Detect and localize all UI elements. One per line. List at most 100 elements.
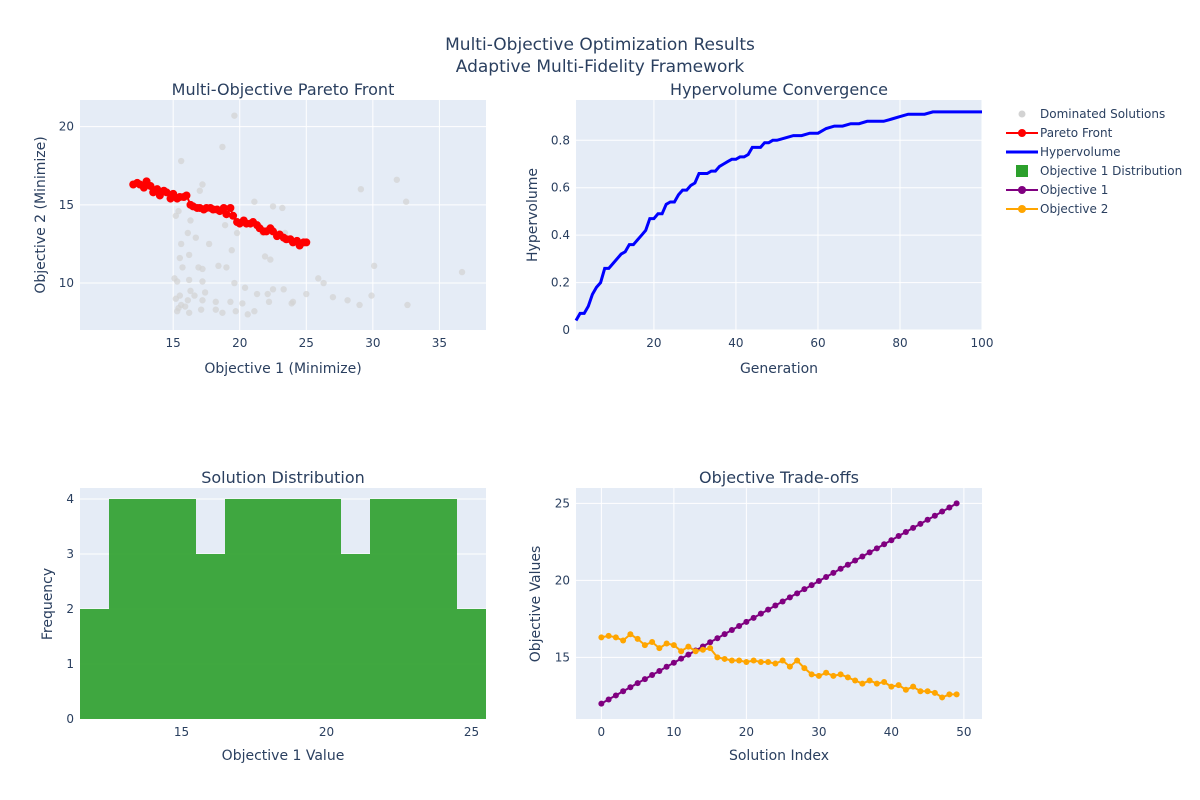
dominated-point (179, 264, 186, 271)
legend-item[interactable]: Objective 1 (1006, 183, 1108, 197)
dominated-point (187, 217, 194, 224)
objective-1-point (859, 553, 866, 560)
objective-2-point (837, 671, 844, 678)
objective-1-point (656, 667, 663, 674)
dominated-point (173, 278, 181, 285)
objective-1-point (823, 574, 830, 581)
x-tick-label: 10 (666, 725, 681, 739)
histogram-xlabel: Objective 1 Value (222, 748, 345, 764)
x-tick-label: 25 (299, 336, 314, 350)
objective-2-point (678, 648, 685, 655)
histogram-bar (312, 499, 341, 719)
legend[interactable]: Dominated Solutions Pareto Front Hypervolu… (1006, 107, 1182, 216)
y-tick-label: 0.8 (551, 133, 570, 147)
objective-1-point (772, 602, 779, 609)
histogram-bar (283, 499, 312, 719)
pareto-point (229, 211, 238, 220)
legend-label: Hypervolume (1040, 145, 1121, 159)
objective-1-point (837, 565, 844, 572)
pareto-point (153, 185, 162, 194)
legend-item[interactable]: Objective 2 (1006, 202, 1108, 216)
objective-2-point (772, 660, 779, 667)
objective-1-point (721, 631, 728, 638)
x-tick-label: 20 (232, 336, 247, 350)
histogram-bar (167, 499, 196, 719)
dominated-point (185, 276, 193, 284)
y-tick-label: 15 (555, 650, 570, 664)
objective-2-point (939, 694, 946, 701)
objective-1-point (685, 651, 692, 658)
hypervolume-title: Hypervolume Convergence (670, 80, 888, 99)
dominated-point (370, 262, 378, 270)
legend-symbol (1018, 110, 1026, 118)
objective-1-point (852, 557, 859, 564)
objective-2-point (830, 672, 837, 679)
dominated-point (253, 290, 261, 298)
objective-2-point (736, 657, 743, 664)
objective-1-point (953, 500, 960, 507)
objective-1-point (873, 545, 880, 552)
objective-2-point (699, 646, 706, 653)
objective-1-point (895, 533, 902, 540)
dominated-point (172, 295, 180, 302)
legend-item[interactable]: Hypervolume (1006, 145, 1121, 159)
objective-2-point (612, 634, 619, 641)
dominated-point (212, 298, 219, 306)
objective-1-point (663, 663, 670, 670)
hypervolume-plot-area (576, 100, 982, 330)
legend-item[interactable]: Dominated Solutions (1018, 107, 1166, 121)
legend-item[interactable]: Objective 1 Distribution (1016, 164, 1182, 178)
y-tick-label: 25 (555, 496, 570, 510)
objective-1-point (707, 639, 714, 646)
dominated-point (393, 176, 401, 183)
pareto-marks (129, 112, 466, 318)
pareto-point (139, 183, 148, 192)
histogram-bar (225, 499, 254, 719)
legend-label: Objective 2 (1040, 202, 1108, 216)
y-tick-label: 0 (562, 323, 570, 337)
legend-label: Dominated Solutions (1040, 107, 1165, 121)
dominated-point (329, 293, 337, 301)
objective-2-point (707, 645, 714, 652)
objective-1-point (728, 626, 735, 633)
x-tick-label: 80 (892, 336, 907, 350)
objective-2-point (786, 663, 793, 670)
y-tick-label: 0 (66, 712, 74, 726)
histogram-bar (80, 609, 109, 719)
histogram-panel: 15 20 25 0 1 2 3 4 Solution Distribution Object… (40, 468, 486, 764)
dominated-point (264, 290, 271, 298)
legend-item[interactable]: Pareto Front (1006, 126, 1113, 140)
x-tick-label: 40 (728, 336, 743, 350)
objective-2-point (902, 686, 909, 693)
objective-2-point (931, 689, 938, 696)
histogram-bar (370, 499, 399, 719)
dominated-point (280, 286, 287, 293)
dominated-point (228, 247, 235, 254)
objective-1-point (939, 508, 946, 515)
objective-2-point (852, 677, 859, 684)
dominated-point (239, 300, 246, 307)
dominated-point (219, 143, 226, 151)
y-tick-label: 20 (59, 120, 74, 134)
figure-title-line2: Adaptive Multi-Fidelity Framework (456, 57, 745, 77)
pareto-point (302, 238, 311, 247)
objective-2-point (649, 639, 656, 645)
objective-2-point (859, 680, 866, 687)
hypervolume-line (574, 110, 982, 322)
dominated-point (172, 212, 180, 219)
pareto-xlabel: Objective 1 (Minimize) (204, 361, 361, 377)
objective-2-point (750, 657, 757, 664)
objective-2-point (620, 637, 627, 644)
hypervolume-ylabel: Hypervolume (525, 168, 541, 262)
objective-2-point (728, 657, 735, 664)
dominated-point (244, 311, 251, 318)
dominated-point (303, 290, 310, 298)
pareto-point (162, 188, 171, 197)
histogram-bar (428, 499, 457, 719)
y-tick-label: 4 (66, 492, 74, 506)
dominated-point (241, 284, 249, 291)
dominated-point (320, 279, 327, 287)
dominated-point (175, 207, 182, 215)
dominated-point (356, 301, 363, 309)
dominated-point (402, 198, 410, 205)
